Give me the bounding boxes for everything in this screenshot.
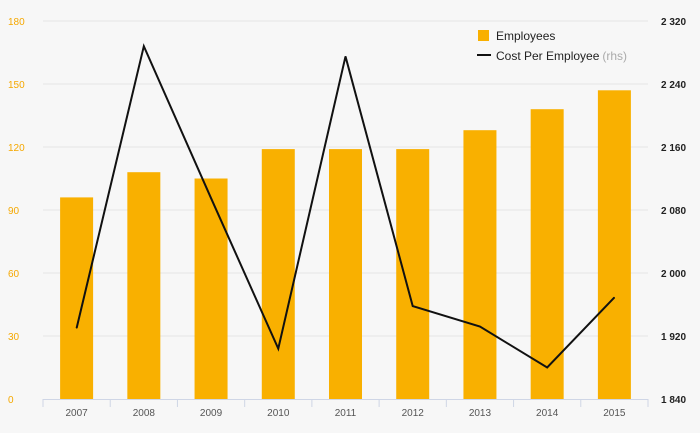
right-tick-label: 2 240 — [661, 80, 686, 91]
left-tick-label: 90 — [8, 206, 20, 217]
x-tick-label: 2010 — [267, 408, 290, 419]
left-tick-label: 60 — [8, 269, 20, 280]
bar-2012 — [396, 149, 430, 399]
left-tick-label: 0 — [8, 395, 14, 406]
bar-2013 — [463, 130, 497, 399]
bar-2009 — [194, 178, 228, 399]
x-tick-label: 2014 — [536, 408, 559, 419]
right-tick-label: 2 000 — [661, 269, 686, 280]
left-tick-label: 150 — [8, 80, 25, 91]
right-tick-label: 2 080 — [661, 206, 686, 217]
x-tick-label: 2007 — [65, 408, 88, 419]
line-point-2010 — [277, 348, 279, 350]
legend-label-cost-name: Cost Per Employee — [496, 49, 600, 63]
right-tick-label: 2 320 — [661, 17, 686, 28]
legend-label-cost-suffix: (rhs) — [602, 49, 627, 63]
line-point-2014 — [546, 367, 548, 368]
left-tick-label: 120 — [8, 143, 25, 154]
bar-2007 — [60, 197, 94, 399]
right-axis: 1 840 1 920 2 000 2 080 2 160 2 240 2 320 — [661, 17, 686, 406]
right-tick-label: 2 160 — [661, 143, 686, 154]
left-tick-label: 180 — [8, 17, 25, 28]
cost-line — [75, 43, 616, 369]
x-tick-label: 2011 — [335, 408, 357, 419]
x-tick-label: 2015 — [603, 408, 626, 419]
x-tick-label: 2008 — [133, 408, 156, 419]
right-tick-label: 1 840 — [661, 395, 686, 406]
left-tick-label: 30 — [8, 332, 20, 343]
line-point-2009 — [210, 197, 212, 199]
employee-bars — [60, 90, 631, 400]
legend-label-employees: Employees — [496, 29, 555, 43]
x-axis: 2007 2008 2009 2010 2011 2012 2013 2014 2015 — [42, 399, 649, 419]
bar-2008 — [127, 172, 161, 399]
line-point-2008 — [143, 45, 145, 47]
bar-2010 — [261, 149, 295, 399]
line-point-2012 — [412, 305, 414, 307]
left-axis: 0 30 60 90 120 150 180 — [8, 17, 25, 406]
bar-2011 — [329, 149, 362, 399]
legend-label-cost: Cost Per Employee (rhs) — [496, 49, 627, 63]
legend-swatch-employees — [478, 30, 489, 41]
legend: Employees Cost Per Employee (rhs) — [477, 29, 627, 63]
line-point-2013 — [479, 326, 481, 328]
right-tick-label: 1 920 — [661, 332, 686, 343]
line-point-2007 — [76, 327, 78, 329]
line-point-2011 — [345, 55, 346, 57]
x-tick-label: 2013 — [469, 408, 492, 419]
x-tick-label: 2012 — [402, 408, 425, 419]
bar-2015 — [597, 90, 631, 400]
bar-2014 — [530, 109, 564, 399]
line-point-2015 — [613, 296, 615, 298]
x-tick-label: 2009 — [200, 408, 223, 419]
